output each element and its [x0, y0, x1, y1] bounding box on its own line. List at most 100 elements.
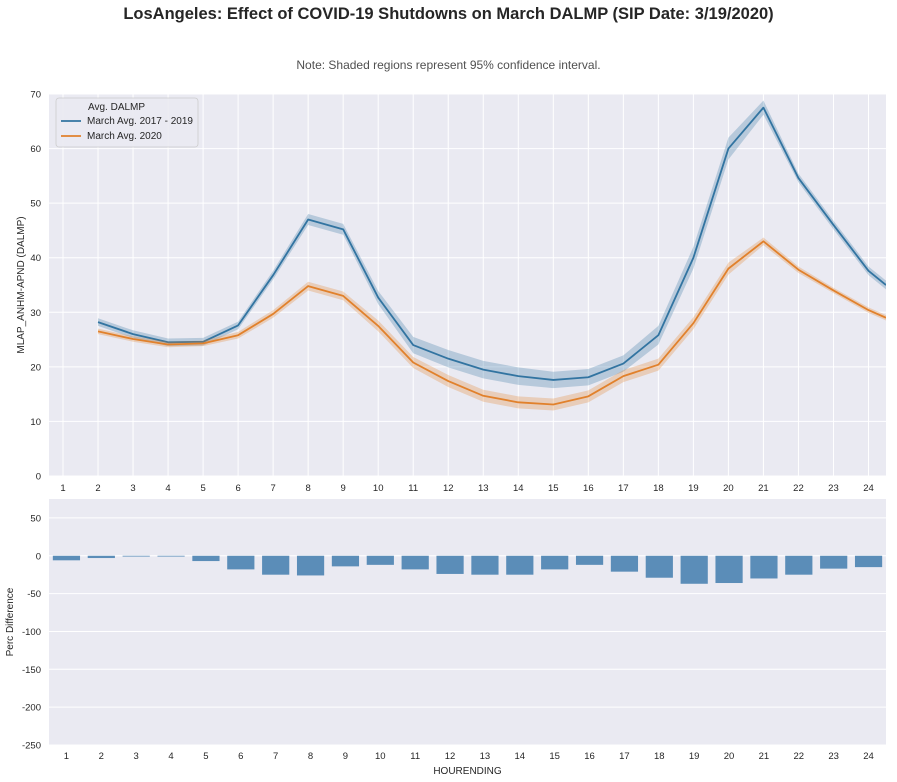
y-tick-label: 0: [36, 472, 41, 483]
bar-10: [366, 555, 394, 565]
bar-22: [785, 555, 813, 575]
y-tick-label: 10: [30, 417, 41, 428]
plot-area: [97, 100, 886, 411]
x-tick-label: 13: [480, 751, 491, 762]
x-tick-label: 1: [60, 483, 65, 494]
series-line-1: [97, 106, 886, 381]
x-tick-label: 11: [410, 751, 420, 762]
x-tick-label: 23: [828, 751, 839, 762]
x-tick-label: 6: [238, 751, 243, 762]
x-tick-label: 14: [515, 751, 526, 762]
x-tick-label: 14: [513, 483, 524, 494]
x-tick-label: 16: [584, 751, 595, 762]
y-tick-label: 70: [30, 90, 41, 101]
x-tick-label: 12: [443, 483, 454, 494]
legend-entry-1: March Avg. 2017 - 2019: [87, 116, 193, 127]
x-tick-label: 2: [95, 483, 100, 494]
x-tick-label: 5: [200, 483, 205, 494]
y-tick-label: -100: [22, 627, 41, 638]
bar-13: [471, 555, 499, 575]
series-line-2: [97, 240, 886, 406]
bar-15: [541, 555, 569, 570]
y-axis-label: MLAP_ANHM-APND (DALMP): [16, 216, 27, 353]
x-tick-label: 17: [619, 751, 630, 762]
y-tick-label: -250: [22, 741, 41, 752]
x-tick-label: 12: [445, 751, 456, 762]
x-tick-label: 16: [583, 483, 594, 494]
bar-24: [854, 555, 883, 568]
x-tick-label: 21: [759, 751, 770, 762]
y-tick-label: -150: [22, 665, 41, 676]
x-tick-label: 15: [549, 751, 560, 762]
x-tick-label: 3: [130, 483, 135, 494]
bar-19: [680, 555, 708, 584]
bar-21: [750, 555, 778, 579]
x-tick-label: 21: [758, 483, 769, 494]
bar-4: [157, 555, 185, 557]
x-tick-label: 8: [308, 751, 313, 762]
x-tick-label: 3: [134, 751, 139, 762]
bar-1: [52, 555, 81, 561]
x-tick-label: 24: [863, 751, 874, 762]
y-tick-label: 50: [30, 513, 41, 524]
bar-6: [227, 555, 255, 570]
chart-note: Note: Shaded regions represent 95% confi…: [296, 58, 601, 72]
x-tick-label: 23: [828, 483, 839, 494]
x-tick-label: 9: [341, 483, 346, 494]
bar-16: [575, 555, 604, 565]
x-tick-label: 24: [863, 483, 874, 494]
x-tick-label: 6: [235, 483, 240, 494]
y-tick-label: 40: [30, 253, 41, 264]
y-tick-label: 20: [30, 362, 41, 373]
bar-23: [820, 555, 848, 569]
y-tick-label: -200: [22, 703, 41, 714]
x-tick-label: 10: [375, 751, 386, 762]
x-tick-label: 1: [64, 751, 69, 762]
bar-20: [715, 555, 743, 584]
x-tick-label: 4: [168, 751, 173, 762]
bar-3: [122, 555, 150, 557]
x-tick-label: 11: [408, 483, 418, 494]
x-tick-label: 18: [654, 751, 665, 762]
x-tick-label: 15: [548, 483, 559, 494]
y-tick-label: 0: [36, 551, 41, 562]
legend-entry-2: March Avg. 2020: [87, 131, 162, 142]
x-tick-label: 20: [724, 751, 735, 762]
x-tick-label: 10: [373, 483, 384, 494]
x-tick-label: 9: [343, 751, 348, 762]
bar-5: [192, 555, 220, 562]
bar-17: [610, 555, 639, 572]
bar-2: [87, 555, 115, 559]
x-tick-label: 19: [689, 751, 700, 762]
x-tick-label: 8: [306, 483, 311, 494]
x-tick-label: 22: [794, 751, 805, 762]
x-tick-label: 19: [688, 483, 699, 494]
plot-background: [49, 499, 886, 745]
bar-14: [506, 555, 534, 575]
chart-title: LosAngeles: Effect of COVID-19 Shutdowns…: [123, 5, 774, 23]
x-tick-label: 5: [203, 751, 208, 762]
x-tick-label: 13: [478, 483, 489, 494]
plot-background: [49, 94, 886, 476]
y-tick-label: 60: [30, 144, 41, 155]
x-tick-label: 4: [165, 483, 170, 494]
y-axis-label: Perc Difference: [5, 587, 16, 656]
bar-8: [296, 555, 325, 576]
y-tick-label: 50: [30, 199, 41, 210]
bar-12: [436, 555, 464, 574]
bar-11: [401, 555, 429, 570]
x-tick-label: 2: [99, 751, 104, 762]
y-tick-label: 30: [30, 308, 41, 319]
legend: Avg. DALMP March Avg. 2017 - 2019 March Av…: [55, 97, 199, 148]
bar-7: [262, 555, 290, 575]
bar-18: [645, 555, 673, 578]
x-tick-label: 22: [793, 483, 804, 494]
legend-box: [55, 97, 199, 148]
y-tick-label: -50: [27, 589, 41, 600]
x-tick-label: 7: [270, 483, 275, 494]
x-tick-label: 7: [273, 751, 278, 762]
x-tick-label: 17: [618, 483, 629, 494]
